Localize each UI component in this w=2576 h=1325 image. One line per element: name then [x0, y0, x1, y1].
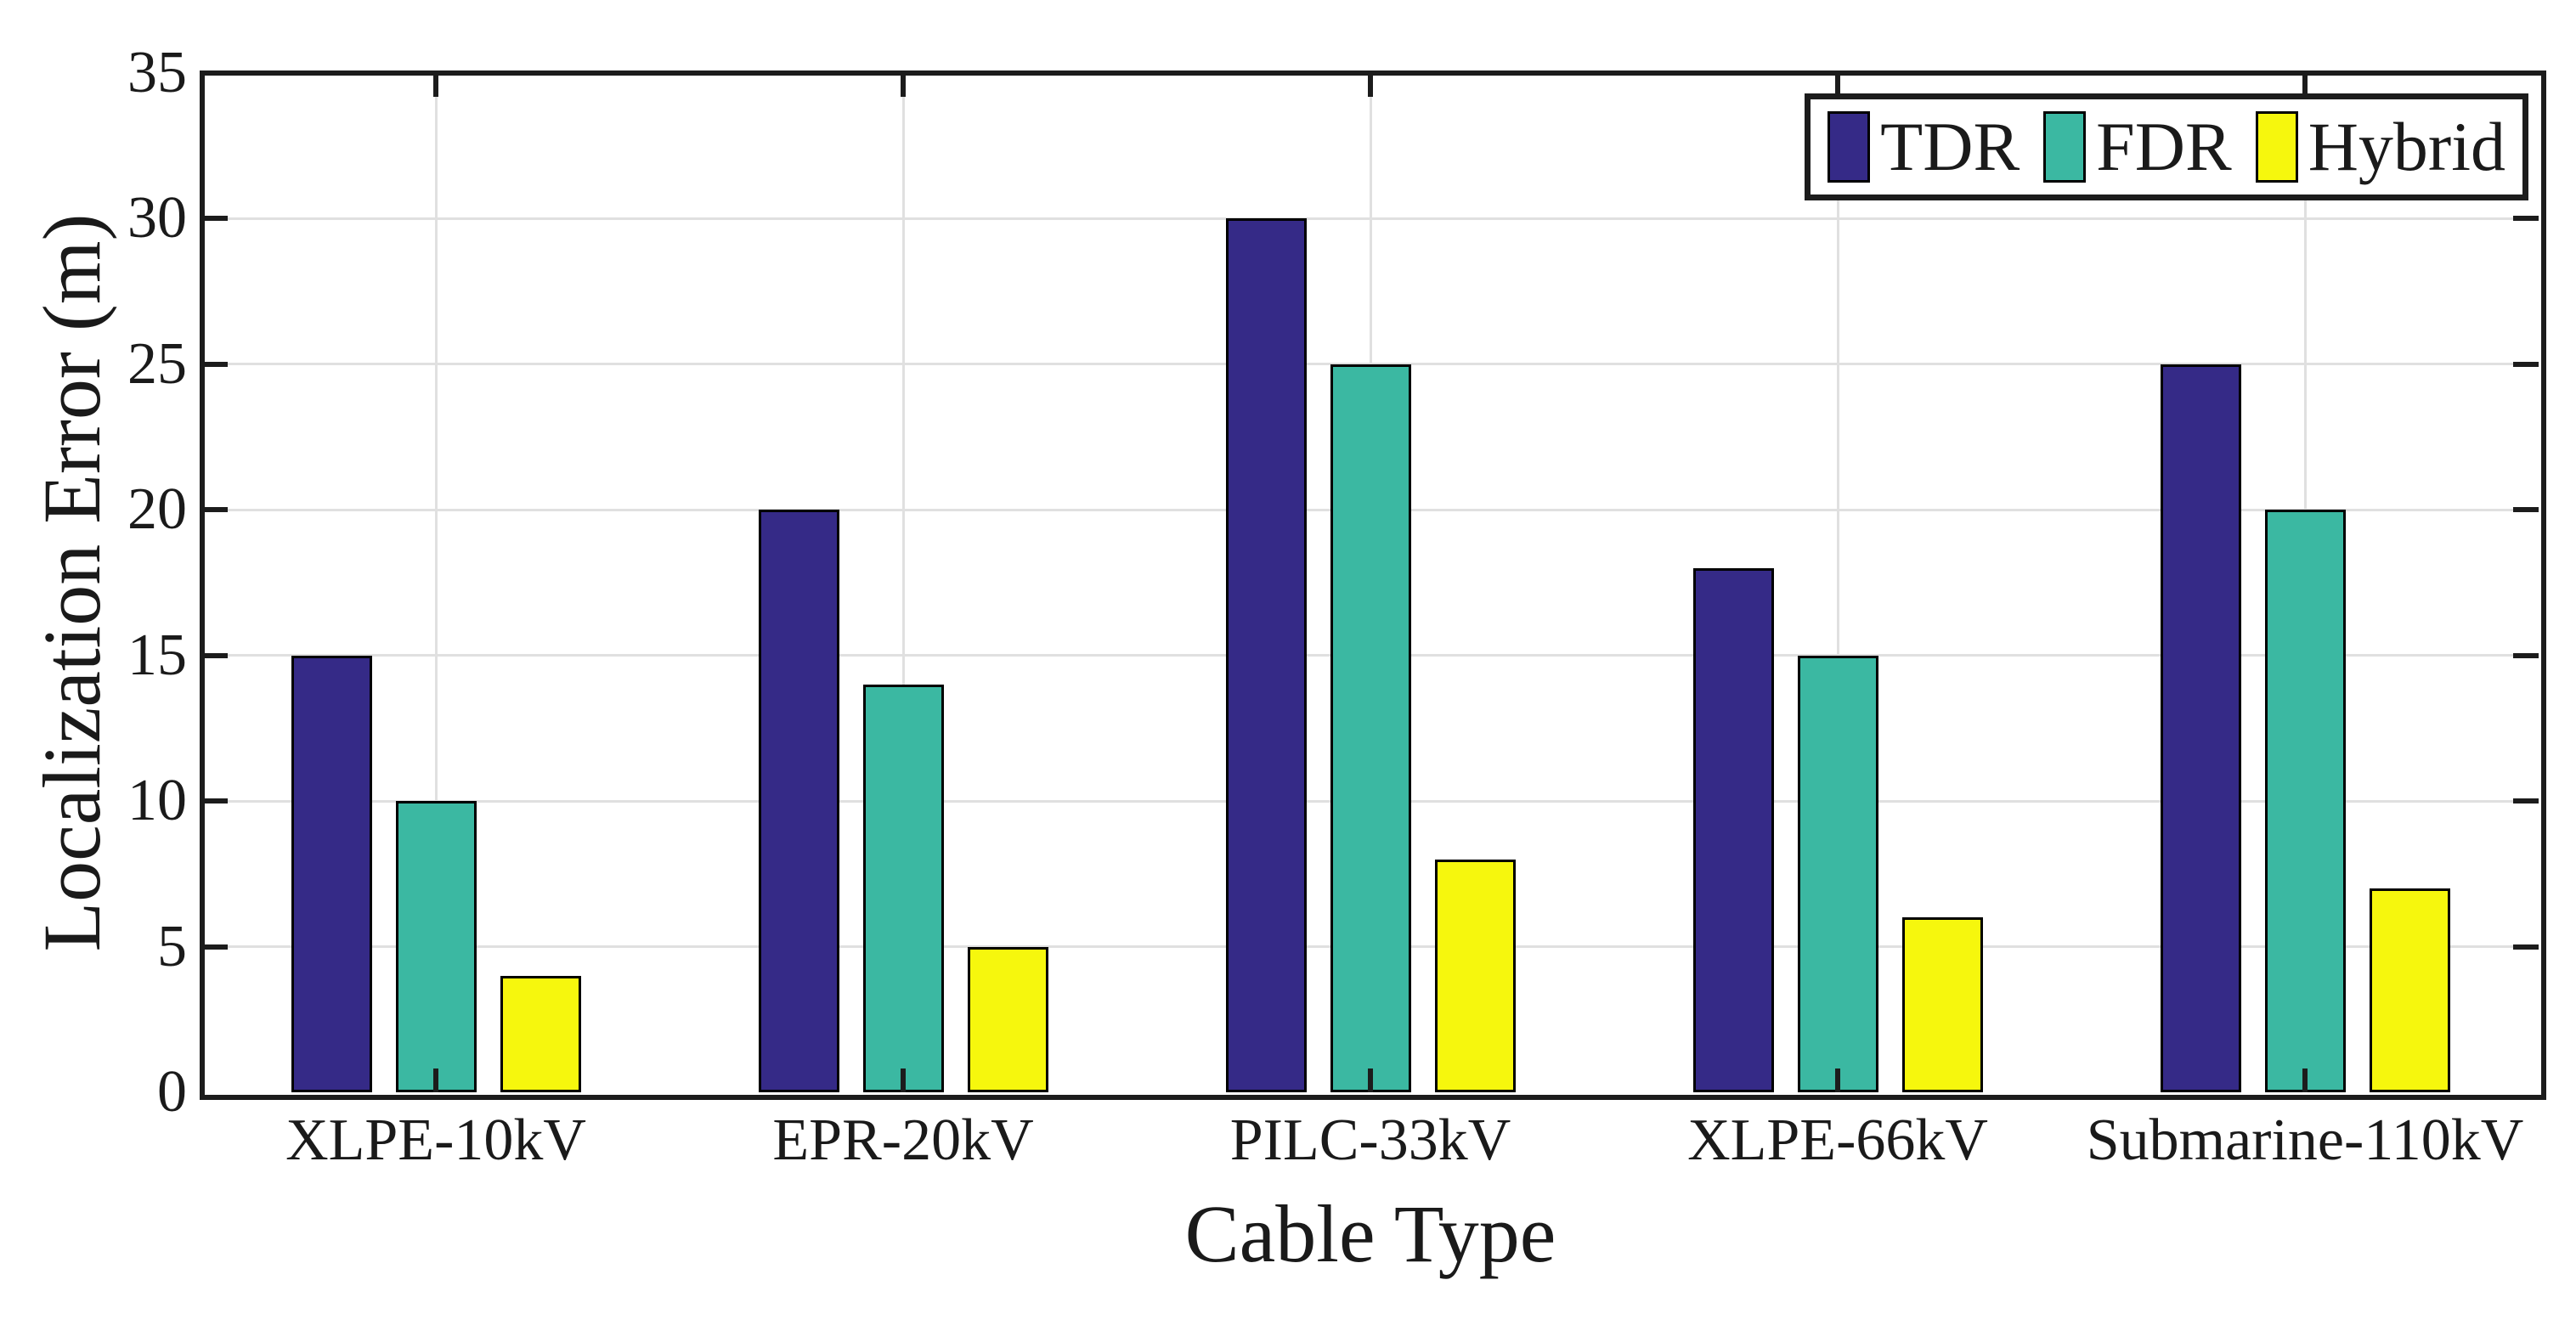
- y-tick: [2513, 652, 2539, 658]
- bar-hybrid-xlpe-10kv: [500, 975, 581, 1092]
- y-tick: [202, 652, 228, 658]
- v-gridline: [901, 73, 905, 1092]
- legend-item-hybrid: Hybrid: [2255, 108, 2505, 186]
- v-gridline: [434, 73, 438, 1092]
- y-tick-label: 30: [127, 185, 187, 251]
- y-tick: [2513, 507, 2539, 513]
- x-tick: [901, 73, 906, 97]
- x-tick: [1368, 73, 1373, 97]
- bar-tdr-epr-20kv: [758, 510, 839, 1092]
- x-tick-label: Submarine-110kV: [2086, 1108, 2524, 1173]
- y-tick-label: 15: [127, 622, 187, 688]
- bar-hybrid-pilc-33kv: [1434, 859, 1516, 1092]
- bar-fdr-xlpe-66kv: [1797, 655, 1878, 1092]
- y-tick-label: 0: [157, 1059, 187, 1125]
- legend-swatch-hybrid: [2255, 111, 2298, 183]
- y-tick: [2513, 361, 2539, 367]
- bar-hybrid-epr-20kv: [967, 946, 1048, 1092]
- bar-tdr-submarine-110kv: [2160, 364, 2241, 1092]
- x-tick-label: EPR-20kV: [772, 1108, 1034, 1173]
- legend: TDR FDR Hybrid: [1805, 93, 2528, 200]
- x-tick-label: XLPE-10kV: [285, 1108, 586, 1173]
- x-tick: [433, 73, 438, 97]
- x-tick: [901, 1068, 906, 1092]
- bar-tdr-xlpe-10kv: [291, 655, 372, 1092]
- legend-item-tdr: TDR: [1827, 108, 2020, 186]
- y-tick: [2513, 798, 2539, 804]
- x-tick-label: PILC-33kV: [1229, 1108, 1511, 1173]
- x-tick: [433, 1068, 438, 1092]
- bar-tdr-pilc-33kv: [1225, 218, 1307, 1092]
- y-tick-label: 5: [157, 913, 187, 979]
- y-tick-label: 35: [127, 40, 187, 105]
- x-tick-label: XLPE-66kV: [1687, 1108, 1988, 1173]
- plot-area: TDR FDR Hybrid: [200, 70, 2546, 1100]
- x-tick: [1368, 1068, 1373, 1092]
- legend-label-hybrid: Hybrid: [2308, 108, 2505, 185]
- y-tick: [202, 944, 228, 950]
- legend-item-fdr: FDR: [2043, 108, 2232, 186]
- bar-hybrid-xlpe-66kv: [1901, 917, 1983, 1092]
- x-tick: [1835, 1068, 1840, 1092]
- y-tick-label: 10: [127, 768, 187, 834]
- x-tick: [2302, 73, 2308, 97]
- bar-tdr-xlpe-66kv: [1692, 567, 1774, 1092]
- v-gridline: [1836, 73, 1839, 1092]
- y-tick: [202, 507, 228, 513]
- y-axis-title: Localization Error (m): [26, 213, 117, 952]
- x-tick: [1835, 73, 1840, 97]
- bar-fdr-epr-20kv: [862, 685, 944, 1092]
- x-tick: [2302, 1068, 2308, 1092]
- y-tick: [202, 216, 228, 222]
- legend-label-tdr: TDR: [1880, 108, 2020, 185]
- bar-fdr-pilc-33kv: [1330, 364, 1411, 1092]
- y-tick-label: 20: [127, 476, 187, 543]
- y-tick: [2513, 944, 2539, 950]
- y-tick: [2513, 216, 2539, 222]
- y-tick-label: 25: [127, 330, 187, 397]
- bar-hybrid-submarine-110kv: [2369, 888, 2450, 1092]
- legend-swatch-fdr: [2043, 111, 2087, 183]
- y-tick: [202, 798, 228, 804]
- bar-fdr-submarine-110kv: [2264, 510, 2346, 1092]
- y-tick: [202, 361, 228, 367]
- legend-swatch-tdr: [1827, 111, 1871, 183]
- legend-label-fdr: FDR: [2096, 108, 2232, 185]
- x-axis-title: Cable Type: [1184, 1188, 1556, 1279]
- bar-fdr-xlpe-10kv: [395, 801, 477, 1092]
